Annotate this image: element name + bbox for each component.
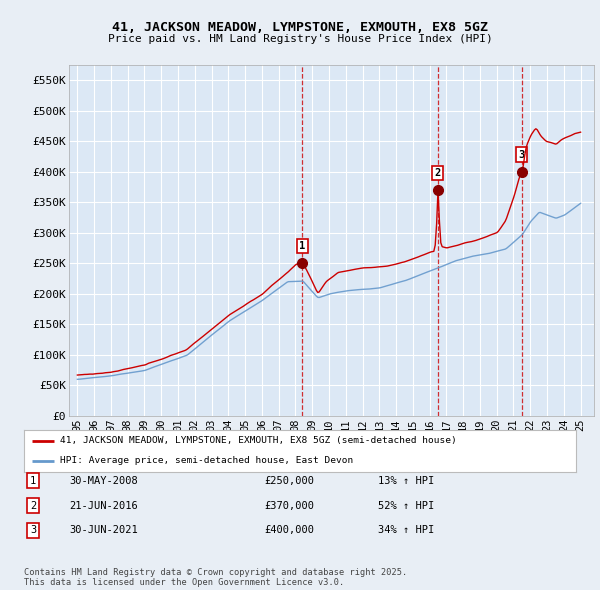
Text: Contains HM Land Registry data © Crown copyright and database right 2025.
This d: Contains HM Land Registry data © Crown c… [24,568,407,587]
Text: 1: 1 [299,241,305,251]
Text: £370,000: £370,000 [264,501,314,510]
Text: 1: 1 [30,476,36,486]
Text: 34% ↑ HPI: 34% ↑ HPI [378,526,434,535]
Text: 30-JUN-2021: 30-JUN-2021 [69,526,138,535]
Text: £250,000: £250,000 [264,476,314,486]
Text: 2: 2 [30,501,36,510]
Text: 2: 2 [434,168,440,178]
Text: HPI: Average price, semi-detached house, East Devon: HPI: Average price, semi-detached house,… [60,456,353,465]
Text: 30-MAY-2008: 30-MAY-2008 [69,476,138,486]
Text: 13% ↑ HPI: 13% ↑ HPI [378,476,434,486]
Text: 3: 3 [518,149,525,159]
Text: 52% ↑ HPI: 52% ↑ HPI [378,501,434,510]
Text: 3: 3 [30,526,36,535]
Text: 41, JACKSON MEADOW, LYMPSTONE, EXMOUTH, EX8 5GZ (semi-detached house): 41, JACKSON MEADOW, LYMPSTONE, EXMOUTH, … [60,437,457,445]
Text: Price paid vs. HM Land Registry's House Price Index (HPI): Price paid vs. HM Land Registry's House … [107,34,493,44]
Text: 21-JUN-2016: 21-JUN-2016 [69,501,138,510]
Text: 41, JACKSON MEADOW, LYMPSTONE, EXMOUTH, EX8 5GZ: 41, JACKSON MEADOW, LYMPSTONE, EXMOUTH, … [112,21,488,34]
Text: £400,000: £400,000 [264,526,314,535]
